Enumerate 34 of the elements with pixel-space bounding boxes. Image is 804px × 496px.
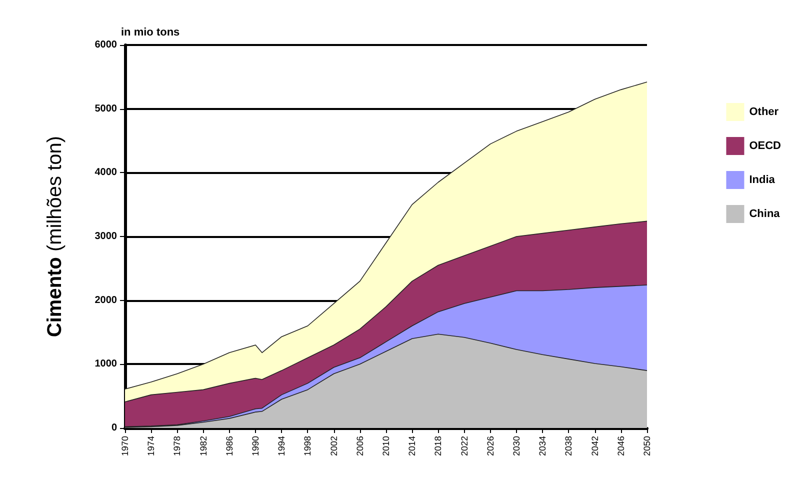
x-tick-label: 1982 xyxy=(198,436,208,456)
x-tick-label: 1978 xyxy=(172,436,182,456)
x-tick-label: 1970 xyxy=(120,436,130,456)
x-tick-label: 2002 xyxy=(328,436,339,456)
legend-label: India xyxy=(749,174,776,186)
x-tick-label: 1990 xyxy=(250,436,260,456)
x-tick-label: 2006 xyxy=(354,436,365,456)
x-tick-label: 2042 xyxy=(590,436,600,456)
y-axis-title: Cimento (milhões ton) xyxy=(44,136,66,338)
x-tick-label: 2038 xyxy=(564,436,574,456)
x-tick-label: 2014 xyxy=(407,436,418,456)
x-tick-label: 2046 xyxy=(616,436,626,456)
x-tick-label: 2050 xyxy=(642,436,652,456)
chart-title: in mio tons xyxy=(121,26,180,38)
y-tick-label: 0 xyxy=(111,422,118,434)
x-tick-label: 2030 xyxy=(512,436,522,456)
x-tick-label: 2018 xyxy=(433,436,444,456)
y-tick-label: 2000 xyxy=(94,294,118,306)
x-tick-label: 2034 xyxy=(538,436,548,456)
legend-label: OECD xyxy=(749,140,782,152)
y-tick-label: 3000 xyxy=(94,231,118,242)
y-tick-label: 1000 xyxy=(94,358,118,370)
x-tick-label: 1986 xyxy=(224,436,234,456)
x-tick-label: 1974 xyxy=(146,436,156,456)
legend-label: Other xyxy=(749,106,780,118)
x-tick-label: 2026 xyxy=(485,436,496,456)
y-tick-label: 6000 xyxy=(94,40,118,50)
x-tick-label: 1994 xyxy=(276,436,287,456)
y-tick-label: 5000 xyxy=(94,103,118,114)
x-tick-label: 2010 xyxy=(381,436,391,456)
y-tick-label: 4000 xyxy=(94,167,118,178)
x-tick-label: 2022 xyxy=(459,436,470,456)
legend-label: China xyxy=(749,208,781,220)
x-tick-label: 1998 xyxy=(302,436,313,456)
